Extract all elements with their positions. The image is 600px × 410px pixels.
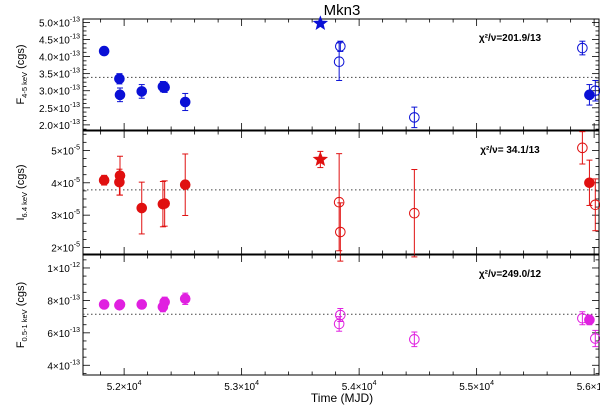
data-point-open — [335, 226, 346, 238]
y-tick-label: 3.5×10-13 — [39, 68, 80, 81]
y-tick-label: 1×10-12 — [47, 262, 80, 275]
data-point-filled — [98, 174, 110, 186]
y-tick-label: 4.5×10-13 — [39, 33, 80, 46]
panel-f4_5: 2.0×10-13 2.5×10-13 3.0×10-13 3.5×10-13 4.0×… — [15, 15, 600, 132]
x-tick-label: 5.3×104 — [224, 380, 259, 393]
panel-frame — [82, 254, 600, 376]
panel-i6_4: 2×10-5 3×10-5 4×10-5 5×10-5 I6.4 keV (cgs) χ²… — [15, 130, 600, 262]
data-point-open — [335, 41, 346, 52]
data-point-filled — [179, 179, 191, 191]
data-point-filled — [584, 89, 595, 101]
y-axis-label: F0.5-1 keV (cgs) — [15, 282, 29, 348]
x-tick-label: 5.6×104 — [577, 380, 600, 393]
data-point-filled — [584, 177, 595, 189]
data-point-filled — [179, 96, 191, 108]
data-point-open — [577, 42, 588, 54]
y-tick-label: 8×10-13 — [47, 294, 80, 307]
y-tick-label: 4×10-13 — [47, 359, 80, 372]
data-point-filled — [114, 170, 126, 181]
data-point-open — [577, 142, 588, 154]
data-point-star — [312, 15, 329, 30]
data-point-filled — [159, 296, 170, 308]
y-tick-label: 4×10-5 — [51, 177, 80, 190]
data-point-filled — [98, 299, 110, 310]
data-point-open — [409, 207, 420, 219]
x-tick-label: 5.5×104 — [459, 380, 494, 393]
data-point-open — [590, 199, 600, 211]
panel-frame — [82, 18, 600, 131]
data-point-filled — [114, 73, 125, 85]
data-point-filled — [584, 314, 595, 326]
data-point-open — [333, 56, 345, 67]
data-point-filled — [179, 293, 191, 305]
chi-square-label: χ²/ν= 34.1/13 — [480, 145, 540, 156]
data-point-open — [333, 196, 345, 208]
data-point-open — [409, 112, 420, 123]
y-tick-label: 2×10-5 — [51, 242, 80, 255]
panel-f0_5_1: 4×10-13 6×10-13 8×10-13 1×10-12 F0.5-1 keV (… — [15, 254, 600, 376]
chart-title: Mkn3 — [324, 2, 361, 19]
data-point-filled — [136, 202, 148, 214]
chart-panels: 2.0×10-13 2.5×10-13 3.0×10-13 3.5×10-13 4.0×… — [15, 15, 600, 393]
data-point-filled — [159, 82, 170, 93]
y-tick-label: 2.0×10-13 — [39, 119, 80, 132]
data-point-filled — [136, 299, 148, 310]
y-axis-label: F4-5 keV (cgs) — [15, 44, 29, 104]
x-tick-label: 5.2×104 — [107, 380, 142, 393]
data-point-open — [409, 334, 420, 345]
y-tick-label: 2.5×10-13 — [39, 102, 80, 115]
data-point-filled — [159, 198, 170, 209]
data-point-open — [590, 333, 600, 344]
data-point-open — [590, 85, 600, 97]
data-point-open — [333, 318, 345, 330]
y-axis-label: I6.4 keV (cgs) — [15, 165, 29, 221]
data-point-filled — [114, 299, 126, 310]
data-point-filled — [136, 86, 148, 97]
x-tick-label: 5.4×104 — [342, 380, 377, 393]
y-tick-label: 5.0×10-13 — [39, 16, 80, 29]
data-point-filled — [98, 45, 110, 57]
data-point-star — [312, 151, 329, 167]
y-tick-label: 5×10-5 — [51, 144, 80, 157]
panel-frame — [82, 130, 600, 255]
y-tick-label: 6×10-13 — [47, 327, 80, 340]
data-point-filled — [114, 89, 126, 101]
chi-square-label: χ²/ν=201.9/13 — [479, 33, 542, 44]
y-tick-label: 3.0×10-13 — [39, 85, 80, 98]
y-tick-label: 4.0×10-13 — [39, 51, 80, 64]
chi-square-label: χ²/ν=249.0/12 — [479, 269, 542, 280]
data-point-open — [335, 309, 346, 321]
y-tick-label: 3×10-5 — [51, 209, 80, 222]
x-axis-label: Time (MJD) — [311, 391, 373, 405]
